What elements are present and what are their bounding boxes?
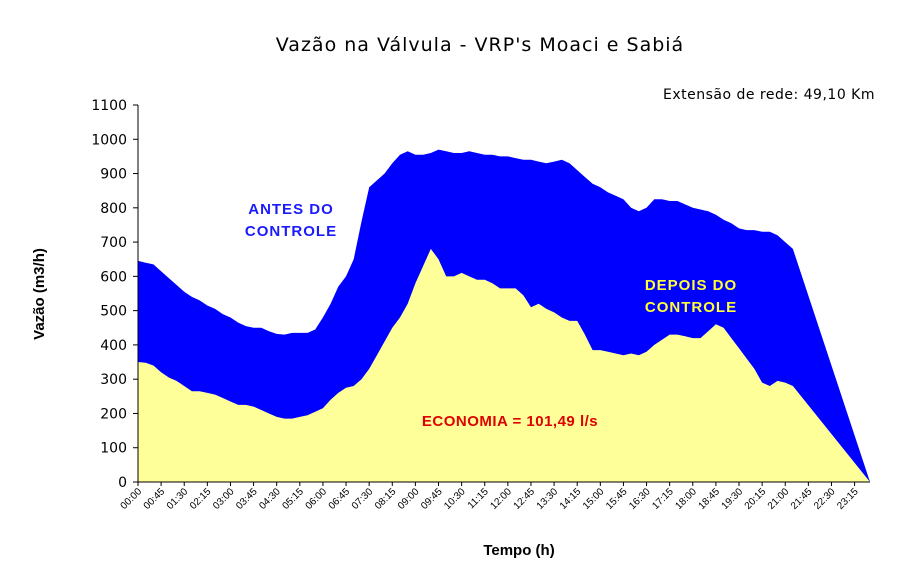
x-tick-label: 22:30 <box>812 486 838 512</box>
annotation-economia: ECONOMIA = 101,49 l/s <box>422 413 598 430</box>
x-tick-label: 16:30 <box>627 486 653 512</box>
y-tick-label: 200 <box>100 406 127 422</box>
y-tick-label: 700 <box>100 235 127 251</box>
x-tick-label: 10:30 <box>442 486 468 512</box>
x-tick-label: 21:00 <box>766 486 792 512</box>
x-tick-label: 20:15 <box>743 486 769 512</box>
annotation-antes-line2: CONTROLE <box>245 223 337 240</box>
x-tick-label: 05:15 <box>280 486 306 512</box>
y-tick-label: 1000 <box>91 132 127 148</box>
x-tick-label: 18:00 <box>673 486 699 512</box>
x-tick-label: 01:30 <box>165 486 191 512</box>
x-tick-label: 13:30 <box>535 486 561 512</box>
area-group <box>138 149 870 482</box>
y-tick-label: 100 <box>100 441 127 457</box>
y-tick-label: 400 <box>100 338 127 354</box>
x-tick-label: 03:45 <box>234 486 260 512</box>
y-tick-label: 0 <box>118 475 127 491</box>
series-area-1 <box>138 248 870 482</box>
x-tick-label: 15:00 <box>581 486 607 512</box>
y-tick-label: 300 <box>100 372 127 388</box>
y-tick-label: 1100 <box>91 98 127 114</box>
x-tick-label: 06:00 <box>304 486 330 512</box>
x-tick-label: 09:00 <box>396 486 422 512</box>
x-tick-label: 19:30 <box>720 486 746 512</box>
x-tick-group: 00:0000:4501:3002:1503:0003:4504:3005:15… <box>119 482 861 512</box>
x-tick-label: 12:45 <box>512 486 538 512</box>
x-tick-label: 15:45 <box>604 486 630 512</box>
annotation-depois-line2: CONTROLE <box>645 299 737 316</box>
x-tick-label: 02:15 <box>188 486 214 512</box>
x-tick-label: 14:15 <box>558 486 584 512</box>
x-tick-label: 07:30 <box>350 486 376 512</box>
x-tick-label: 23:15 <box>835 486 861 512</box>
x-tick-label: 21:45 <box>789 486 815 512</box>
x-tick-label: 04:30 <box>257 486 283 512</box>
x-tick-label: 06:45 <box>327 486 353 512</box>
x-axis-label: Tempo (h) <box>483 542 554 559</box>
x-tick-label: 09:45 <box>419 486 445 512</box>
x-tick-label: 12:00 <box>488 486 514 512</box>
x-tick-label: 00:45 <box>142 486 168 512</box>
annotation-antes-line1: ANTES DO <box>248 201 334 218</box>
network-extension-note: Extensão de rede: 49,10 Km <box>663 87 875 103</box>
x-tick-label: 08:15 <box>373 486 399 512</box>
y-tick-label: 800 <box>100 201 127 217</box>
chart-title: Vazão na Válvula - VRP's Moaci e Sabiá <box>276 34 684 56</box>
x-tick-label: 11:15 <box>466 486 491 511</box>
y-tick-label: 500 <box>100 304 127 320</box>
annotation-depois-line1: DEPOIS DO <box>645 277 737 294</box>
y-axis-label: Vazão (m3/h) <box>31 248 48 340</box>
y-tick-label: 900 <box>100 167 127 183</box>
y-tick-label: 600 <box>100 269 127 285</box>
x-tick-label: 18:45 <box>697 486 723 512</box>
y-tick-group: 0 100 200 300 400 500 600 700 800 900 1000 1100 <box>91 98 138 491</box>
x-tick-label: 17:15 <box>650 486 676 512</box>
x-tick-label: 03:00 <box>211 486 237 512</box>
